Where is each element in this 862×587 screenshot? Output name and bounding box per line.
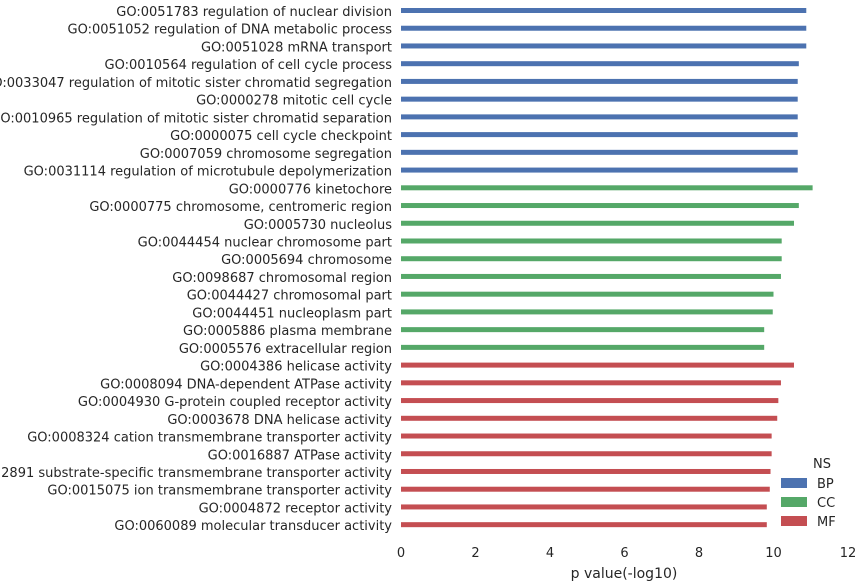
bar [401, 167, 798, 173]
y-tick-label: GO:0031114 regulation of microtubule dep… [24, 165, 392, 180]
y-tick-label: GO:0007059 chromosome segregation [140, 147, 392, 162]
y-tick-label: GO:0008324 cation transmembrane transpor… [27, 431, 392, 446]
y-tick-label: GO:0033047 regulation of mitotic sister … [0, 76, 392, 91]
y-tick-label: GO:0010965 regulation of mitotic sister … [0, 111, 392, 126]
legend-label: BP [817, 477, 834, 492]
y-tick-label: GO:0005730 nucleolus [244, 218, 393, 233]
bar [401, 61, 799, 67]
x-tick-label: 0 [397, 546, 405, 561]
x-tick-labels: 0 2 4 6 8 10 12 [397, 546, 856, 561]
y-tick-label: GO:0016887 ATPase activity [208, 448, 393, 463]
bar [401, 114, 798, 120]
legend-swatch [781, 516, 807, 526]
y-tick-label: GO:0051783 regulation of nuclear divisio… [116, 5, 392, 20]
bar [401, 273, 781, 279]
bar [401, 309, 773, 315]
bar [401, 522, 767, 528]
bar [401, 203, 799, 209]
bar [401, 291, 774, 297]
bar [401, 451, 772, 457]
bar [401, 398, 779, 404]
bar [401, 486, 770, 492]
y-tick-label: GO:0005886 plasma membrane [183, 324, 392, 339]
y-tick-label: GO:0051028 mRNA transport [201, 40, 392, 55]
legend-label: CC [817, 496, 835, 511]
bar [401, 132, 798, 138]
bar [401, 96, 798, 102]
bar [401, 238, 782, 244]
bar [401, 380, 781, 386]
y-tick-label: GO:0000278 mitotic cell cycle [196, 94, 392, 109]
bars-group [401, 8, 813, 528]
legend-title: NS [813, 457, 831, 472]
x-tick-label: 2 [471, 546, 479, 561]
y-tick-label: GO:0005694 chromosome [221, 253, 392, 268]
y-tick-label: GO:0098687 chromosomal region [172, 271, 392, 286]
y-tick-label: GO:0010564 regulation of cell cycle proc… [105, 58, 393, 73]
x-tick-label: 12 [840, 546, 857, 561]
y-tick-label: GO:0000075 cell cycle checkpoint [170, 129, 392, 144]
y-tick-label: GO:0000775 chromosome, centromeric regio… [89, 200, 392, 215]
legend: NS BP CC MF [781, 457, 836, 530]
bar [401, 504, 767, 510]
bar [401, 149, 798, 155]
y-tick-labels: GO:0051783 regulation of nuclear divisio… [0, 5, 392, 534]
y-tick-label: GO:0004872 receptor activity [199, 501, 393, 516]
y-tick-label: GO:0044454 nuclear chromosome part [138, 235, 392, 250]
y-tick-label: GO:0051052 regulation of DNA metabolic p… [68, 23, 393, 38]
y-tick-label: GO:0060089 molecular transducer activity [114, 519, 392, 534]
y-tick-label: GO:0008094 DNA-dependent ATPase activity [100, 377, 392, 392]
bar [401, 220, 794, 226]
y-tick-label: GO:0044451 nucleoplasm part [192, 306, 392, 321]
bar [401, 43, 807, 49]
x-tick-label: 6 [620, 546, 628, 561]
legend-swatch [781, 497, 807, 507]
bar [401, 256, 782, 262]
y-tick-label: GO:0005576 extracellular region [179, 342, 392, 357]
bar [401, 25, 807, 31]
bar [401, 185, 813, 191]
bar [401, 468, 771, 474]
y-tick-label: GO:0044427 chromosomal part [187, 289, 392, 304]
legend-entries: BP CC MF [781, 477, 836, 530]
bar [401, 327, 765, 333]
bar [401, 78, 798, 84]
y-tick-label: GO:0004930 G-protein coupled receptor ac… [78, 395, 392, 410]
y-tick-label: GO:0015075 ion transmembrane transporter… [47, 484, 392, 499]
bar [401, 8, 807, 13]
y-tick-label: GO:0022891 substrate-specific transmembr… [0, 466, 392, 481]
x-tick-label: 10 [765, 546, 782, 561]
legend-swatch [781, 478, 807, 488]
y-tick-label: GO:0000776 kinetochore [229, 182, 392, 197]
y-tick-label: GO:0003678 DNA helicase activity [167, 413, 392, 428]
bar [401, 415, 778, 421]
bar [401, 433, 772, 439]
x-axis-label: p value(-log10) [571, 566, 678, 582]
y-tick-label: GO:0004386 helicase activity [200, 360, 392, 375]
x-tick-label: 8 [695, 546, 703, 561]
legend-label: MF [817, 515, 836, 530]
bar [401, 362, 794, 368]
x-tick-label: 4 [546, 546, 554, 561]
bar [401, 344, 765, 350]
